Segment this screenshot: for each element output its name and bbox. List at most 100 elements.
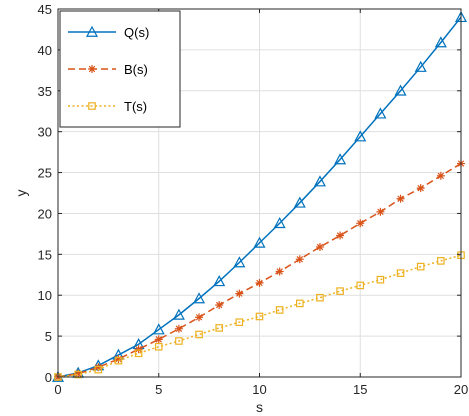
data-point: [336, 287, 344, 295]
data-point: [295, 255, 304, 264]
legend-label: B(s): [124, 62, 148, 77]
data-point: [253, 236, 266, 248]
data-point: [275, 306, 284, 314]
data-point: [394, 84, 407, 96]
data-point: [174, 324, 183, 333]
y-axis-label: y: [13, 190, 29, 197]
data-point: [376, 207, 385, 216]
data-point: [434, 36, 447, 48]
legend-label: Q(s): [124, 25, 149, 40]
y-tick-label: 25: [38, 166, 52, 181]
y-tick-label: 15: [38, 247, 52, 262]
y-tick-label: 35: [38, 84, 52, 99]
data-point: [315, 242, 324, 251]
data-point: [356, 281, 365, 290]
series-3: [54, 251, 465, 381]
data-point: [436, 171, 445, 180]
data-point-stroke: [256, 279, 263, 287]
data-point-stroke: [316, 243, 324, 251]
data-point: [293, 196, 306, 208]
data-point-stroke: [377, 208, 384, 216]
data-point: [336, 231, 345, 240]
data-point: [74, 370, 82, 379]
data-point: [152, 323, 165, 335]
data-point: [114, 356, 123, 365]
data-point-stroke: [296, 256, 304, 263]
x-tick-label: 15: [353, 382, 367, 397]
y-tick-label: 20: [38, 206, 52, 221]
data-point-stroke: [88, 65, 96, 73]
y-tick-label: 0: [45, 370, 52, 385]
data-point-stroke: [437, 172, 445, 180]
data-point-stroke: [175, 325, 183, 332]
data-point: [255, 278, 264, 287]
x-tick-label: 20: [454, 382, 468, 397]
data-point: [233, 256, 246, 268]
x-tick-label: 5: [155, 382, 162, 397]
data-point: [235, 318, 244, 327]
data-point: [374, 107, 387, 119]
data-point: [273, 216, 286, 229]
data-point: [195, 330, 203, 339]
y-tick-label: 45: [38, 2, 52, 17]
data-point: [313, 175, 326, 187]
data-point: [213, 275, 226, 287]
data-point-stroke: [155, 336, 162, 343]
y-tick-label: 40: [38, 43, 52, 58]
data-point: [134, 349, 143, 358]
data-point: [376, 275, 385, 284]
x-tick-label: 10: [252, 382, 266, 397]
data-point: [416, 262, 425, 271]
data-point-stroke: [417, 184, 424, 192]
series-line: [57, 254, 462, 378]
data-point: [255, 312, 264, 321]
axis-ticks: 0 5 10 15 20 0 5 10 15 20 25 30 35 40 45: [38, 2, 469, 397]
data-point: [296, 299, 304, 308]
data-point-stroke: [276, 268, 283, 275]
legend-item: B(s): [68, 62, 148, 77]
data-point: [215, 301, 224, 310]
series-line: [57, 16, 462, 378]
data-point: [275, 267, 284, 276]
data-point: [195, 313, 204, 322]
data-point: [437, 257, 445, 265]
data-point-stroke: [336, 232, 344, 239]
data-point: [94, 365, 103, 374]
data-point-stroke: [236, 290, 243, 297]
x-axis-label: s: [256, 399, 263, 415]
legend-box: [59, 10, 181, 128]
data-point-stroke: [95, 363, 102, 371]
data-point-stroke: [215, 301, 223, 309]
data-point: [354, 130, 367, 142]
data-point-stroke: [135, 345, 142, 353]
data-point: [416, 184, 425, 193]
data-point-stroke: [397, 195, 404, 202]
data-point: [154, 342, 163, 351]
data-point: [85, 25, 99, 37]
legend-item: Q(s): [68, 25, 149, 40]
y-tick-label: 10: [38, 288, 52, 303]
data-point: [414, 60, 427, 72]
legend: Q(s) B(s) T(s): [59, 10, 181, 128]
data-point: [316, 293, 324, 302]
data-point: [175, 337, 183, 345]
legend-item: T(s): [68, 99, 147, 114]
data-point-stroke: [195, 314, 203, 321]
data-point: [154, 335, 163, 344]
data-point: [172, 308, 185, 320]
legend-label: T(s): [124, 99, 147, 114]
x-tick-label: 0: [54, 382, 61, 397]
data-point: [134, 345, 143, 354]
data-point: [334, 153, 347, 165]
data-point-stroke: [357, 220, 364, 227]
data-point: [356, 219, 365, 228]
data-point: [215, 324, 224, 332]
data-point: [193, 292, 206, 304]
data-point: [235, 289, 244, 298]
data-point: [396, 194, 405, 203]
y-tick-label: 5: [45, 329, 52, 344]
series-2: [54, 159, 465, 381]
data-point: [88, 65, 96, 73]
y-tick-label: 30: [38, 125, 52, 140]
